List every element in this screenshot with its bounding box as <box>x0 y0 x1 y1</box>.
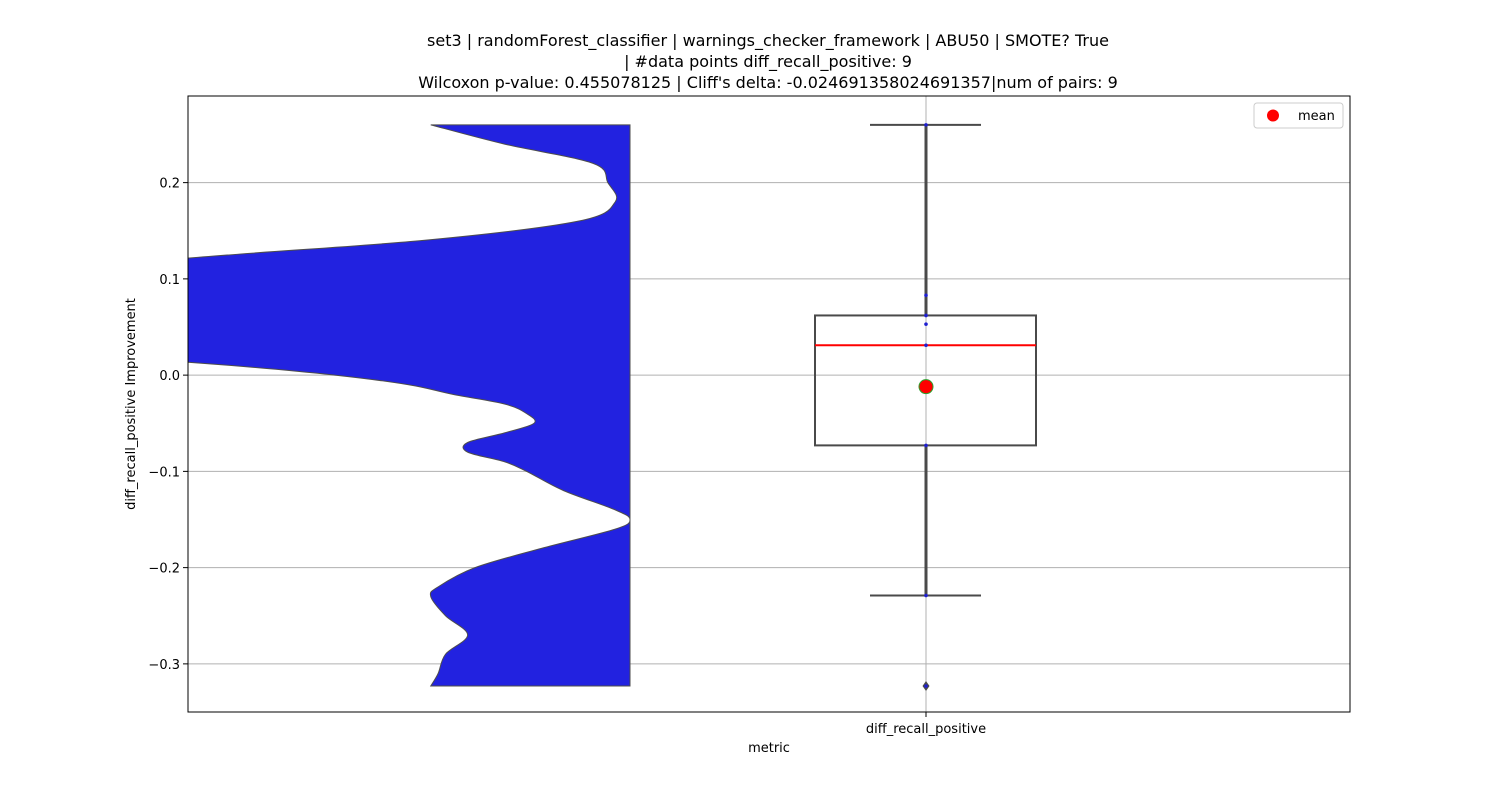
data-point <box>924 343 928 348</box>
legend-frame <box>1253 102 1344 129</box>
y-tick-label: −0.2 <box>148 562 180 577</box>
mean-marker <box>918 379 934 395</box>
data-point <box>924 313 928 318</box>
legend-mean-marker <box>1267 109 1279 122</box>
chart-title-line-3: Wilcoxon p-value: 0.455078125 | Cliff's … <box>418 73 1118 92</box>
data-point <box>924 443 928 448</box>
data-point <box>924 593 928 598</box>
legend-mean-label: mean <box>1298 109 1335 124</box>
y-tick-label: 0.1 <box>159 273 180 288</box>
y-tick-label: −0.3 <box>148 658 180 673</box>
data-point <box>924 123 928 127</box>
legend: mean <box>1253 102 1344 129</box>
violin-body <box>188 124 631 687</box>
grid-layer <box>188 96 1350 712</box>
points-layer <box>924 123 928 688</box>
chart-title-line-2: | #data points diff_recall_positive: 9 <box>624 52 912 72</box>
y-axis-ticks: −0.3 −0.2 −0.1 0.0 0.1 0.2 <box>148 177 188 673</box>
y-tick-label: −0.1 <box>148 465 180 480</box>
y-tick-label: 0.0 <box>159 369 180 384</box>
x-tick-label: diff_recall_positive <box>866 722 986 737</box>
data-point <box>924 322 928 326</box>
violin-layer <box>188 124 631 687</box>
plot-frame <box>187 95 1351 713</box>
chart-title-line-1: set3 | randomForest_classifier | warning… <box>427 31 1109 51</box>
y-axis-label: diff_recall_positive Improvement <box>124 298 139 510</box>
y-tick-label: 0.2 <box>159 177 180 192</box>
data-point <box>924 684 928 688</box>
x-axis-label: metric <box>748 741 790 756</box>
data-point <box>924 293 928 298</box>
